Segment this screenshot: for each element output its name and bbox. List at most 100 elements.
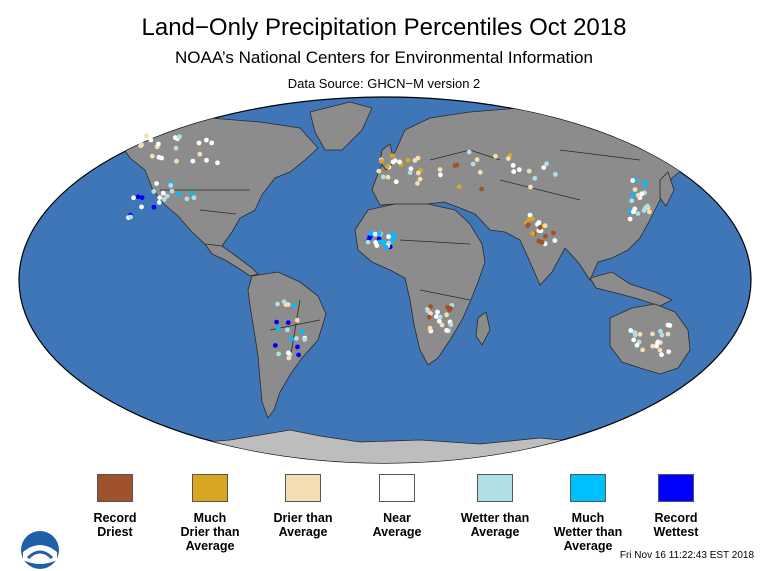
station-dot xyxy=(417,176,423,182)
station-dot xyxy=(444,328,449,333)
station-dot xyxy=(154,181,159,187)
station-dot xyxy=(376,168,382,174)
station-dot xyxy=(448,322,454,328)
station-dot xyxy=(365,239,371,245)
legend-swatch xyxy=(477,474,513,502)
station-dot xyxy=(150,153,155,159)
station-dot xyxy=(197,151,203,157)
station-dot xyxy=(551,230,556,236)
station-dot xyxy=(374,243,380,249)
station-dot xyxy=(156,200,162,205)
station-dot xyxy=(454,162,460,168)
map-title: Land−Only Precipitation Percentiles Oct … xyxy=(141,14,627,41)
legend-item: Drier than Average xyxy=(248,474,358,539)
station-dot xyxy=(159,155,165,161)
station-dot xyxy=(426,314,432,320)
station-dot xyxy=(632,187,638,193)
legend-item: Wetter than Average xyxy=(440,474,550,539)
station-dot xyxy=(665,322,671,328)
station-dot xyxy=(299,329,305,335)
station-dot xyxy=(157,195,163,201)
station-dot xyxy=(666,349,672,355)
station-dot xyxy=(415,155,421,161)
data-source: Data Source: GHCN−M version 2 xyxy=(287,76,481,91)
station-dot xyxy=(448,306,453,311)
station-dot xyxy=(176,191,182,197)
station-dot xyxy=(367,231,373,237)
legend-swatch xyxy=(192,474,228,502)
station-dot xyxy=(204,157,209,163)
station-dot xyxy=(169,188,175,194)
legend-label: Much Wetter than Average xyxy=(553,511,623,553)
station-dot xyxy=(151,204,157,210)
land-japan xyxy=(659,171,675,207)
station-dot xyxy=(553,172,558,177)
station-dot xyxy=(628,328,634,333)
land-central-america xyxy=(204,243,259,277)
station-dot xyxy=(536,238,542,244)
station-dot xyxy=(189,190,195,196)
station-dot xyxy=(390,159,396,165)
station-dot xyxy=(380,174,386,180)
station-dot xyxy=(372,231,378,237)
station-dot xyxy=(379,158,384,164)
station-dot xyxy=(190,158,196,164)
station-dot xyxy=(272,343,278,348)
station-dot xyxy=(639,191,645,197)
station-dot xyxy=(630,178,636,183)
station-dot xyxy=(434,314,439,319)
station-dot xyxy=(526,217,532,222)
legend-item: Near Average xyxy=(342,474,452,539)
station-dot xyxy=(646,209,652,215)
station-dot xyxy=(552,238,558,243)
land-south-america xyxy=(247,271,327,419)
timestamp: Fri Nov 16 11:22:43 EST 2018 xyxy=(619,550,754,561)
station-dot xyxy=(176,134,182,140)
station-dot xyxy=(302,337,308,342)
station-dot xyxy=(128,214,134,220)
station-dot xyxy=(151,189,157,194)
station-dot xyxy=(389,238,395,243)
station-dot xyxy=(542,223,548,229)
station-dots xyxy=(126,133,673,361)
station-dot xyxy=(196,140,202,146)
station-dot xyxy=(505,156,511,162)
station-dot xyxy=(174,158,179,164)
station-dot xyxy=(526,222,531,228)
legend-label: Wetter than Average xyxy=(460,511,530,539)
station-dot xyxy=(544,161,549,167)
station-dot xyxy=(665,331,671,337)
station-dot xyxy=(173,145,179,151)
station-dot xyxy=(285,327,290,333)
legend-item: Much Drier than Average xyxy=(155,474,265,553)
station-dot xyxy=(285,302,291,307)
station-dot xyxy=(631,337,637,343)
station-dot xyxy=(393,179,399,185)
station-dot xyxy=(435,309,440,315)
station-dot xyxy=(642,180,648,186)
station-dot xyxy=(184,196,190,202)
station-dot xyxy=(377,239,383,245)
station-dot xyxy=(383,244,389,250)
legend-item: Record Wettest xyxy=(621,474,731,539)
station-dot xyxy=(632,206,638,212)
station-dot xyxy=(641,208,647,214)
station-dot xyxy=(428,311,433,316)
legend-item: Record Driest xyxy=(60,474,170,539)
station-dot xyxy=(526,168,532,174)
station-dot xyxy=(204,137,209,143)
station-dot xyxy=(425,308,430,313)
station-dot xyxy=(527,212,533,218)
station-dot xyxy=(285,320,291,325)
legend-swatch xyxy=(570,474,606,502)
legend-label: Record Driest xyxy=(93,511,137,539)
station-dot xyxy=(657,347,663,353)
station-dot xyxy=(537,225,543,231)
station-dot xyxy=(405,157,411,163)
station-dot xyxy=(156,141,161,147)
station-dot xyxy=(655,340,660,346)
noaa-logo-icon xyxy=(21,531,59,569)
station-dot xyxy=(511,169,517,175)
station-dot xyxy=(532,175,538,181)
